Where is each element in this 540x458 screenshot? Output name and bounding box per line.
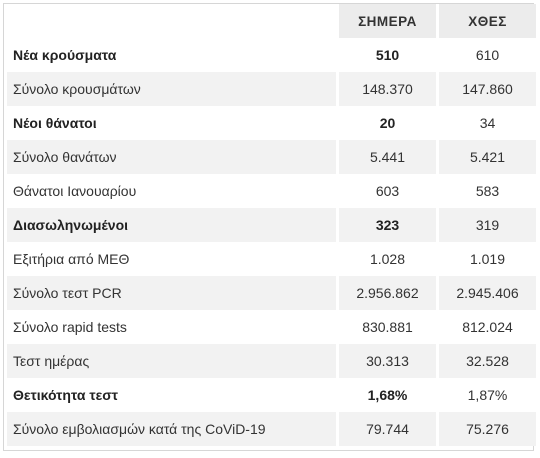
row-label: Θετικότητα τεστ [7,378,336,412]
row-today-value: 2.956.862 [339,276,436,310]
row-today-value: 5.441 [339,140,436,174]
header-today: ΣΗΜΕΡΑ [339,4,436,38]
row-today-value: 1.028 [339,242,436,276]
row-today-value: 603 [339,174,436,208]
table-row: Νέα κρούσματα 510 610 [7,38,536,72]
row-label: Θάνατοι Ιανουαρίου [7,174,336,208]
row-today-value: 510 [339,38,436,72]
table-row: Σύνολο κρουσμάτων 148.370 147.860 [7,72,536,106]
row-today-value: 30.313 [339,344,436,378]
row-label: Σύνολο κρουσμάτων [7,72,336,106]
row-yesterday-value: 2.945.406 [439,276,536,310]
table-row: Σύνολο τεστ PCR 2.956.862 2.945.406 [7,276,536,310]
row-today-value: 323 [339,208,436,242]
header-yesterday: ΧΘΕΣ [439,4,536,38]
row-today-value: 830.881 [339,310,436,344]
row-yesterday-value: 34 [439,106,536,140]
row-today-value: 20 [339,106,436,140]
row-yesterday-value: 32.528 [439,344,536,378]
row-yesterday-value: 319 [439,208,536,242]
table-row: Θάνατοι Ιανουαρίου 603 583 [7,174,536,208]
row-yesterday-value: 1,87% [439,378,536,412]
row-label: Σύνολο εμβολιασμών κατά της CoViD-19 [7,412,336,446]
row-label: Εξιτήρια από ΜΕΘ [7,242,336,276]
header-label-cell [7,4,336,38]
row-yesterday-value: 75.276 [439,412,536,446]
row-label: Διασωληνωμένοι [7,208,336,242]
row-yesterday-value: 1.019 [439,242,536,276]
row-yesterday-value: 147.860 [439,72,536,106]
table-row: Σύνολο rapid tests 830.881 812.024 [7,310,536,344]
row-label: Σύνολο rapid tests [7,310,336,344]
row-yesterday-value: 583 [439,174,536,208]
table-row: Διασωληνωμένοι 323 319 [7,208,536,242]
covid-stats-table-container: ΣΗΜΕΡΑ ΧΘΕΣ Νέα κρούσματα 510 610 Σύνολο κρ… [3,3,536,451]
row-label: Νέα κρούσματα [7,38,336,72]
table-row: Νέοι θάνατοι 20 34 [7,106,536,140]
row-today-value: 1,68% [339,378,436,412]
row-label: Σύνολο θανάτων [7,140,336,174]
covid-stats-table: ΣΗΜΕΡΑ ΧΘΕΣ Νέα κρούσματα 510 610 Σύνολο κρ… [4,4,539,446]
table-row: Τεστ ημέρας 30.313 32.528 [7,344,536,378]
table-row: Σύνολο θανάτων 5.441 5.421 [7,140,536,174]
row-label: Τεστ ημέρας [7,344,336,378]
table-header-row: ΣΗΜΕΡΑ ΧΘΕΣ [7,4,536,38]
row-today-value: 148.370 [339,72,436,106]
row-yesterday-value: 5.421 [439,140,536,174]
row-today-value: 79.744 [339,412,436,446]
row-label: Νέοι θάνατοι [7,106,336,140]
row-label: Σύνολο τεστ PCR [7,276,336,310]
table-row: Σύνολο εμβολιασμών κατά της CoViD-19 79.7… [7,412,536,446]
table-row: Θετικότητα τεστ 1,68% 1,87% [7,378,536,412]
row-yesterday-value: 610 [439,38,536,72]
table-body: Νέα κρούσματα 510 610 Σύνολο κρουσμάτων 148.… [7,38,536,446]
table-row: Εξιτήρια από ΜΕΘ 1.028 1.019 [7,242,536,276]
row-yesterday-value: 812.024 [439,310,536,344]
